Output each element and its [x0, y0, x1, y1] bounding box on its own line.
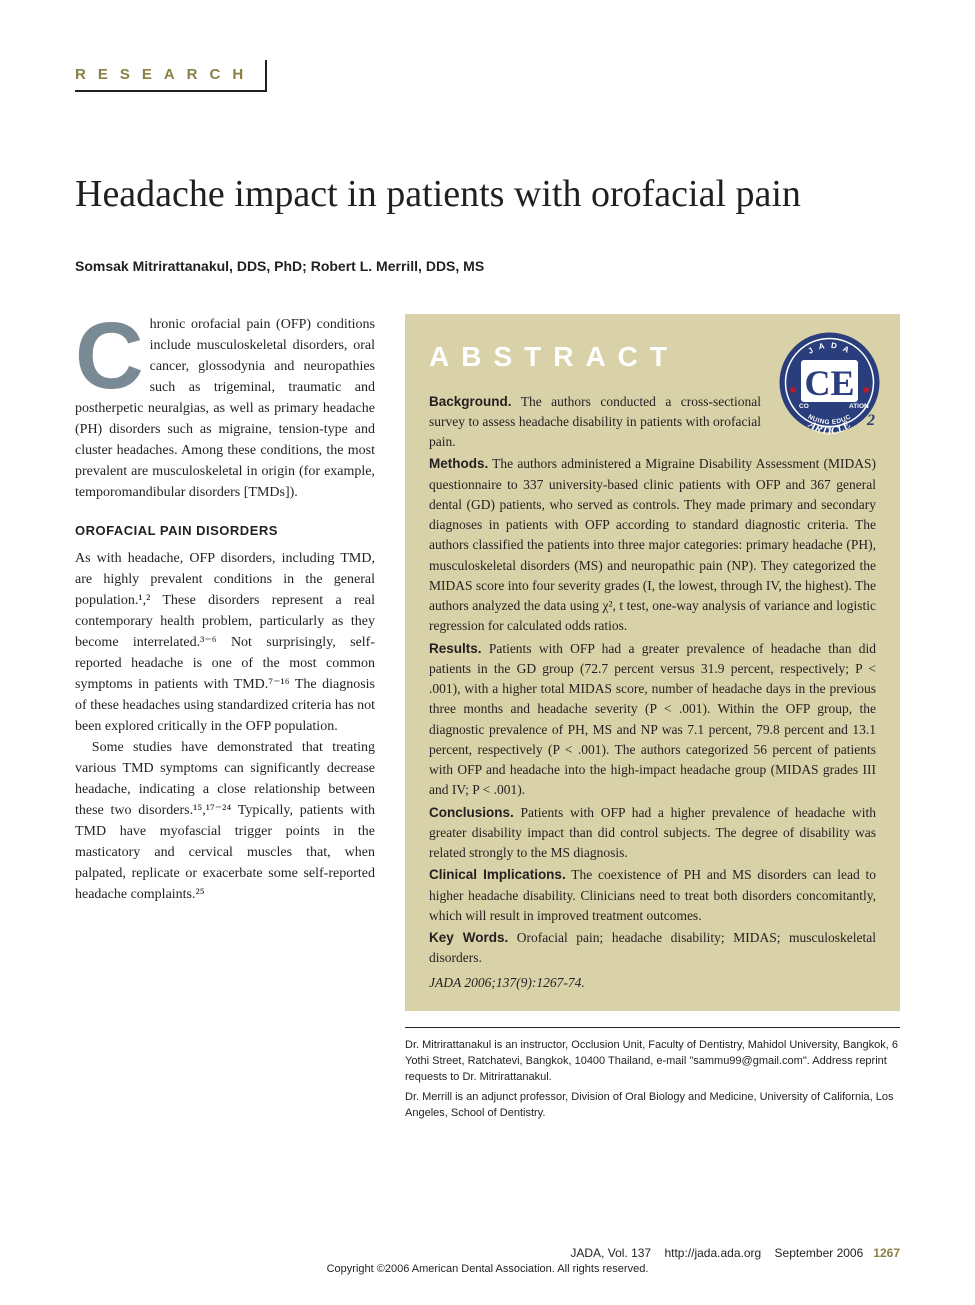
footer-page: 1267 [873, 1246, 900, 1260]
subheading-orofacial: OROFACIAL PAIN DISORDERS [75, 521, 375, 541]
svg-text:2: 2 [866, 412, 875, 429]
footer-date: September 2006 [775, 1246, 864, 1260]
abstract-box: J A D A CE ® NUING EDUC CO ATION ARTICLE… [405, 314, 900, 1011]
abstract-clinical-label: Clinical Implications. [429, 867, 566, 882]
dropcap: C [75, 318, 144, 396]
article-title: Headache impact in patients with orofaci… [75, 172, 900, 218]
affiliations: Dr. Mitrirattanakul is an instructor, Oc… [405, 1027, 900, 1122]
svg-text:®: ® [859, 358, 866, 368]
body-column: Chronic orofacial pain (OFP) conditions … [75, 314, 375, 1126]
abstract-results-text: Patients with OFP had a greater prevalen… [429, 641, 876, 798]
intro-paragraph: Chronic orofacial pain (OFP) conditions … [75, 314, 375, 503]
abstract-clinical: Clinical Implications. The coexistence o… [429, 865, 876, 926]
svg-text:CO: CO [799, 403, 809, 410]
abstract-column: J A D A CE ® NUING EDUC CO ATION ARTICLE… [405, 314, 900, 1126]
content-columns: Chronic orofacial pain (OFP) conditions … [75, 314, 900, 1126]
abstract-citation: JADA 2006;137(9):1267-74. [429, 973, 876, 993]
page-footer: JADA, Vol. 137 http://jada.ada.org Septe… [75, 1246, 900, 1275]
ce-badge-icon: J A D A CE ® NUING EDUC CO ATION ARTICLE… [777, 330, 882, 435]
svg-text:ATION: ATION [849, 403, 869, 410]
body-p1: As with headache, OFP disorders, includi… [75, 548, 375, 737]
abstract-keywords: Key Words. Orofacial pain; headache disa… [429, 928, 876, 969]
abstract-conclusions: Conclusions. Patients with OFP had a hig… [429, 803, 876, 864]
body-p2: Some studies have demonstrated that trea… [75, 737, 375, 905]
authors: Somsak Mitrirattanakul, DDS, PhD; Robert… [75, 258, 900, 274]
abstract-methods-label: Methods. [429, 456, 488, 471]
abstract-methods: Methods. The authors administered a Migr… [429, 454, 876, 636]
abstract-methods-text: The authors administered a Migraine Disa… [429, 456, 876, 633]
section-header: RESEARCH [75, 60, 267, 92]
affiliation-1: Dr. Mitrirattanakul is an instructor, Oc… [405, 1038, 900, 1086]
abstract-background-label: Background. [429, 394, 512, 409]
section-label: RESEARCH [75, 66, 255, 83]
footer-line1: JADA, Vol. 137 http://jada.ada.org Septe… [75, 1246, 900, 1260]
abstract-keywords-label: Key Words. [429, 930, 508, 945]
abstract-results: Results. Patients with OFP had a greater… [429, 639, 876, 801]
footer-url: http://jada.ada.org [664, 1246, 761, 1260]
footer-journal: JADA, Vol. 137 [570, 1246, 651, 1260]
footer-copyright: Copyright ©2006 American Dental Associat… [75, 1263, 900, 1275]
abstract-results-label: Results. [429, 641, 482, 656]
abstract-conclusions-label: Conclusions. [429, 805, 514, 820]
affiliation-2: Dr. Merrill is an adjunct professor, Div… [405, 1090, 900, 1122]
svg-text:CE: CE [804, 363, 854, 403]
